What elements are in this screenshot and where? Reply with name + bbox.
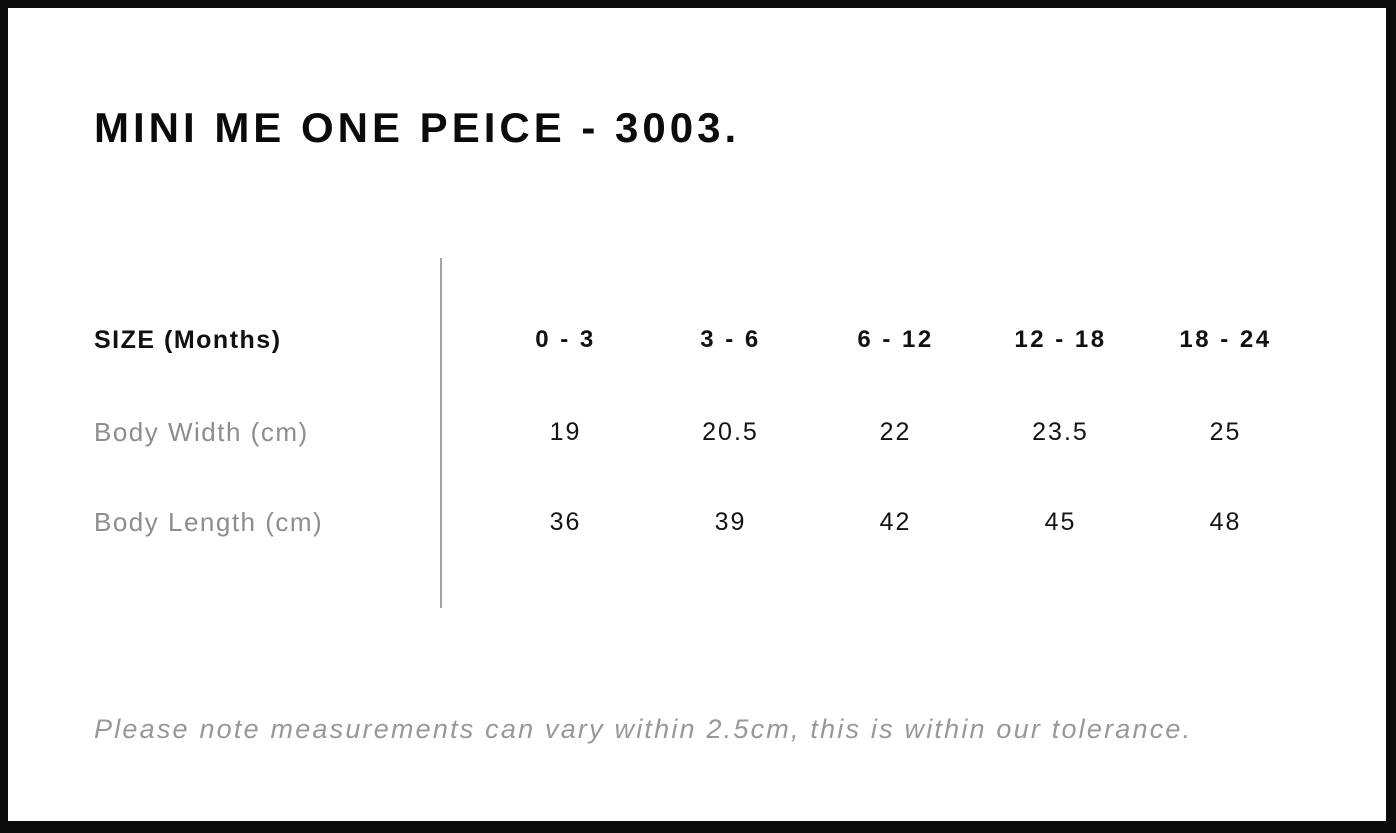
column-header-3-6: 3 - 6	[700, 326, 761, 353]
body-width-value-0-3: 19	[549, 417, 582, 446]
column-header-0-3: 0 - 3	[535, 326, 596, 353]
body-length-value-6-12: 42	[879, 507, 912, 536]
body-width-value-18-24: 25	[1209, 417, 1242, 446]
body-length-value-12-18: 45	[1044, 507, 1077, 536]
table-row-body-width: Body Width (cm) 19 20.5 22 23.5 25	[94, 412, 1308, 452]
row-label-body-width: Body Width (cm)	[94, 416, 309, 447]
body-length-cells: 36 39 42 45 48	[483, 508, 1308, 537]
body-length-value-0-3: 36	[549, 507, 582, 536]
column-header-18-24: 18 - 24	[1179, 326, 1272, 353]
size-months-header: SIZE (Months)	[94, 325, 282, 354]
body-width-value-12-18: 23.5	[1032, 417, 1089, 446]
body-width-value-6-12: 22	[879, 417, 912, 446]
column-header-12-18: 12 - 18	[1014, 326, 1107, 353]
column-header-6-12: 6 - 12	[857, 326, 934, 353]
row-label-body-length: Body Length (cm)	[94, 506, 324, 537]
table-row-body-length: Body Length (cm) 36 39 42 45 48	[94, 502, 1308, 542]
table-divider	[440, 258, 442, 608]
page-title: MINI ME ONE PEICE - 3003.	[94, 104, 741, 151]
table-header-row: SIZE (Months) 0 - 3 3 - 6 6 - 12 12 - 18…	[94, 320, 1308, 360]
header-cells: 0 - 3 3 - 6 6 - 12 12 - 18 18 - 24	[483, 326, 1308, 354]
body-length-value-3-6: 39	[714, 507, 747, 536]
tolerance-note: Please note measurements can vary within…	[94, 714, 1193, 744]
body-width-value-3-6: 20.5	[702, 417, 759, 446]
body-width-cells: 19 20.5 22 23.5 25	[483, 418, 1308, 447]
body-length-value-18-24: 48	[1209, 507, 1242, 536]
